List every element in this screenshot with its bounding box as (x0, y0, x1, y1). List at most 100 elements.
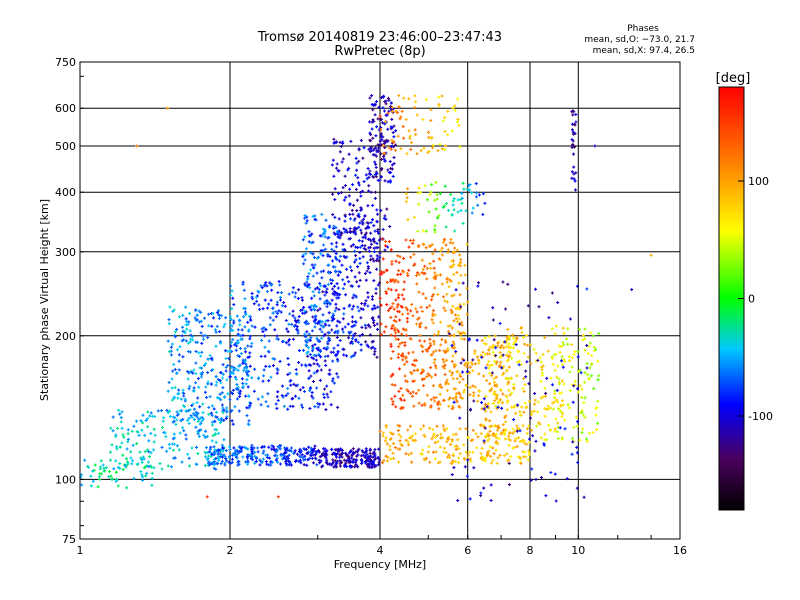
data-point (184, 409, 188, 413)
data-point (301, 406, 305, 409)
data-point (394, 148, 397, 152)
data-point (382, 216, 386, 220)
data-point (553, 368, 557, 372)
data-point (585, 440, 589, 444)
data-point (238, 392, 242, 396)
data-point (527, 382, 531, 386)
data-point (416, 368, 419, 372)
data-point (229, 293, 233, 297)
data-point (462, 456, 466, 460)
data-point (189, 414, 193, 418)
data-point (454, 350, 458, 353)
data-point (583, 337, 587, 341)
data-point (477, 372, 481, 376)
data-point (406, 218, 410, 222)
data-point (580, 409, 584, 413)
data-point (445, 440, 449, 444)
data-point (355, 198, 359, 202)
data-point (440, 147, 444, 151)
data-point (429, 190, 433, 194)
data-point (561, 341, 565, 345)
data-point (466, 300, 470, 304)
data-point (214, 344, 218, 348)
data-point (459, 305, 463, 309)
data-point (382, 144, 385, 148)
data-point (108, 470, 111, 473)
data-point (302, 463, 306, 467)
data-point (101, 463, 105, 467)
data-point (242, 306, 246, 310)
data-point (326, 283, 330, 286)
data-point (462, 358, 466, 362)
data-point (309, 241, 313, 245)
data-point (303, 309, 307, 313)
data-point (250, 324, 254, 328)
data-point (244, 362, 248, 366)
data-point (476, 355, 479, 359)
data-point (204, 429, 207, 433)
data-point (293, 449, 297, 453)
data-point (332, 174, 336, 178)
data-point (260, 327, 264, 331)
data-point (385, 442, 389, 446)
data-point (358, 245, 362, 249)
data-point (331, 278, 335, 282)
data-point (329, 350, 333, 354)
data-point (314, 305, 318, 309)
data-point (126, 437, 130, 441)
data-point (494, 354, 498, 358)
data-point (323, 235, 327, 239)
data-point (140, 428, 144, 432)
data-point (505, 368, 509, 372)
data-point (345, 230, 349, 234)
data-point (218, 379, 222, 382)
data-point (280, 291, 283, 295)
data-point (512, 446, 516, 449)
data-point (562, 382, 566, 386)
data-point (199, 331, 203, 335)
data-point (341, 140, 345, 144)
data-point (297, 288, 301, 292)
data-point (320, 454, 324, 458)
data-point (402, 288, 406, 292)
data-point (377, 105, 381, 109)
data-point (230, 307, 234, 311)
title-block: Tromsø 20140819 23:46:00–23:47:43 RwPret… (257, 30, 502, 59)
data-point (559, 345, 563, 348)
data-point (509, 455, 513, 458)
data-point (330, 315, 334, 319)
data-point (422, 384, 425, 388)
data-point (226, 392, 230, 396)
data-point (451, 452, 455, 456)
data-point (269, 463, 273, 467)
data-point (135, 430, 139, 434)
data-point (399, 387, 403, 390)
data-point (415, 274, 418, 277)
data-point (387, 146, 391, 150)
data-point (394, 337, 398, 341)
data-point (253, 325, 257, 329)
data-point (397, 433, 401, 436)
data-point (332, 465, 336, 469)
data-point (525, 360, 529, 364)
data-point (354, 173, 358, 177)
data-point (419, 452, 423, 456)
data-point (443, 366, 446, 370)
data-point (422, 377, 426, 381)
data-point (187, 456, 191, 460)
data-point (444, 339, 447, 343)
data-point (516, 455, 520, 459)
data-point (297, 320, 301, 324)
data-point (384, 240, 388, 243)
data-point (387, 287, 391, 291)
data-point (365, 177, 369, 181)
data-point (275, 406, 279, 410)
data-point (557, 377, 561, 381)
data-point (404, 118, 408, 121)
data-point (416, 271, 420, 275)
data-point (361, 450, 365, 454)
data-point (326, 319, 330, 323)
data-point (323, 355, 327, 358)
data-point (254, 295, 258, 299)
